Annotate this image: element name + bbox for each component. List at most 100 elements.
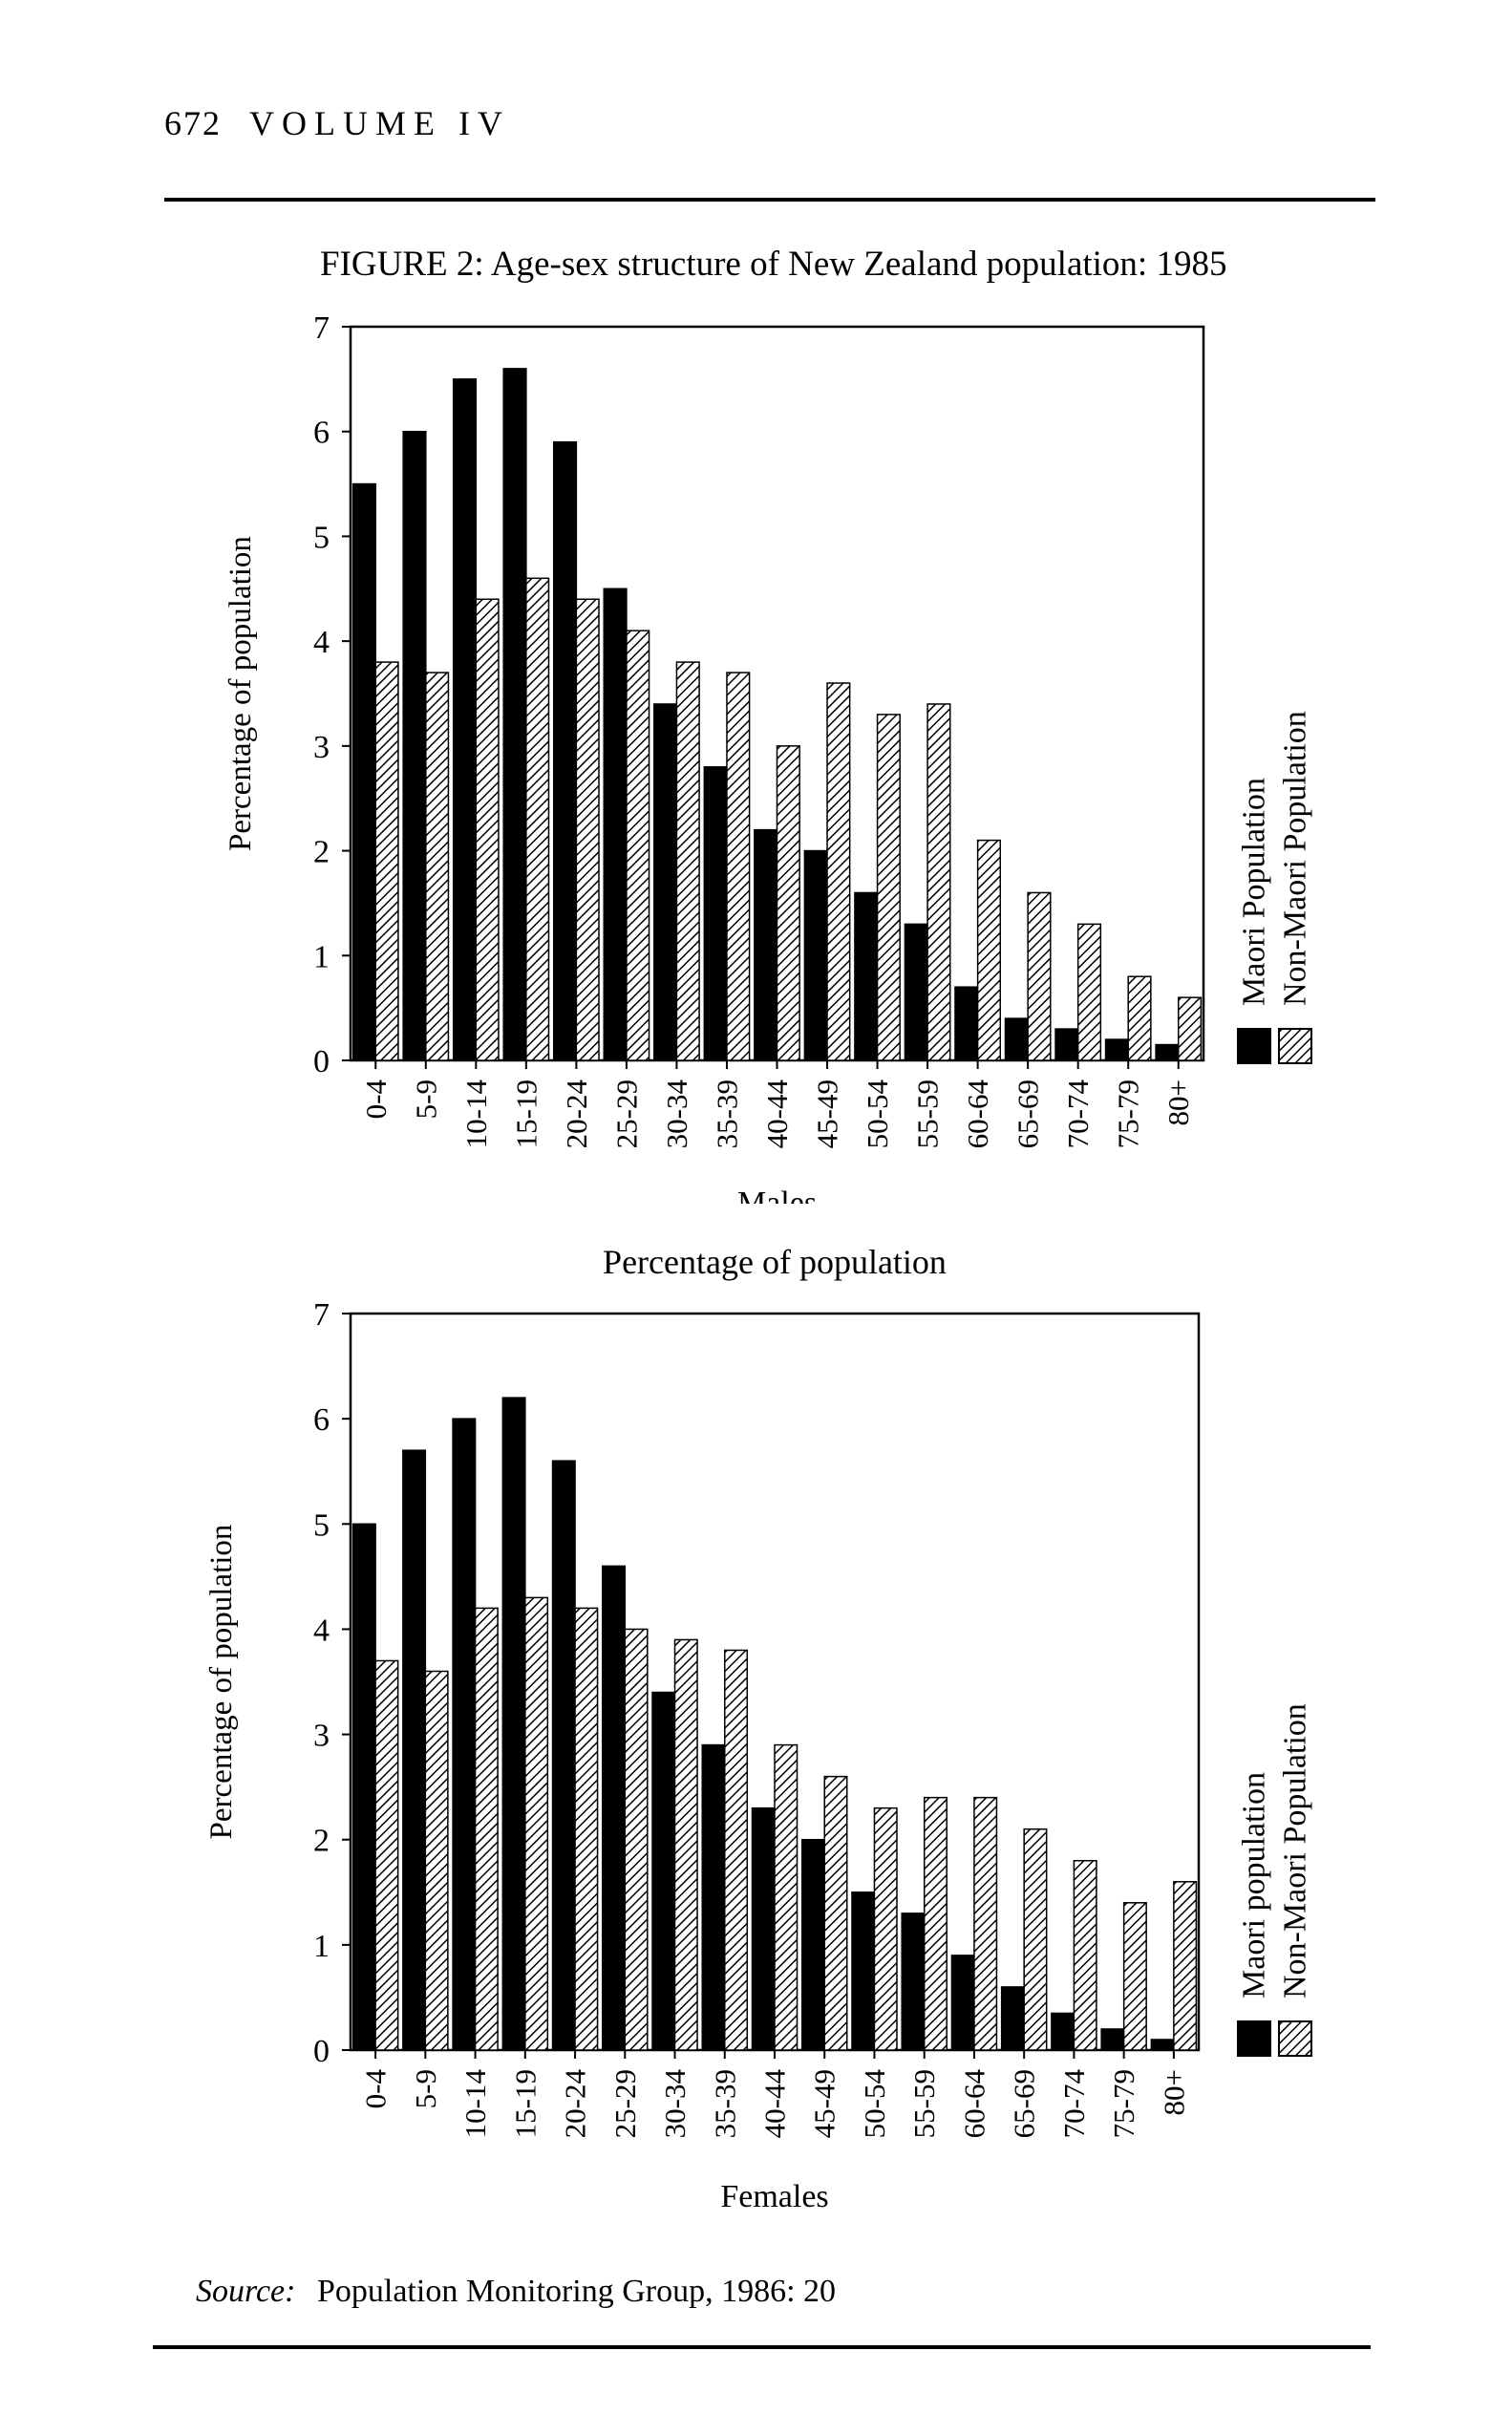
x-tick-label: 40-44 (758, 2069, 792, 2139)
chart-title: Percentage of population (603, 1243, 947, 1281)
running-header: 672 VOLUME IV (164, 103, 510, 143)
maori-bar (502, 368, 527, 1061)
non-maori-bar (675, 661, 700, 1061)
y-tick-label: 2 (313, 835, 330, 870)
maori-bar (701, 1743, 726, 2051)
maori-bar (1155, 1043, 1180, 1061)
maori-bar (452, 1418, 477, 2051)
y-tick-label: 7 (313, 310, 330, 346)
x-tick-label: 80+ (1161, 1079, 1195, 1125)
non-maori-bar (1173, 1881, 1198, 2051)
males-chart: 0 1 2 3 4 5 6 7 Percentage of population 0-4 5-9 10… (224, 310, 1313, 1204)
maori-bar (653, 703, 678, 1061)
y-tick-label: 4 (313, 625, 330, 660)
y-tick-label: 6 (313, 416, 330, 451)
non-maori-bar (374, 661, 399, 1061)
maori-bar (351, 1523, 376, 2051)
maori-bar (551, 1460, 576, 2051)
maori-bar (1004, 1017, 1029, 1061)
footer-rule (153, 2345, 1371, 2349)
non-maori-bar (1076, 923, 1102, 1061)
non-maori-bar (823, 1775, 848, 2051)
non-maori-bar (826, 682, 851, 1061)
y-tick-label: 7 (313, 1297, 330, 1333)
non-maori-bar (425, 672, 450, 1061)
maori-bar (854, 891, 879, 1061)
maori-bar (904, 923, 928, 1061)
non-maori-bar (525, 577, 550, 1061)
x-tick-label: 35-39 (708, 2069, 741, 2138)
non-maori-bar (923, 1796, 948, 2051)
x-tick-label: 20-24 (560, 1079, 593, 1149)
maori-bar (754, 828, 778, 1061)
x-tick-label: 35-39 (710, 1079, 743, 1148)
source-label: Source: (196, 2274, 296, 2309)
x-tick-label: 55-59 (911, 1079, 945, 1148)
y-tick-label: 1 (313, 1929, 330, 1964)
legend-label-maori: Maori population (1237, 1772, 1272, 1998)
x-tick-label: 30-34 (658, 2069, 692, 2139)
non-maori-bar (574, 1607, 599, 2051)
x-tick-label: 15-19 (509, 1079, 543, 1148)
y-tick-label: 3 (313, 730, 330, 765)
legend-label-non-maori: Non-Maori Population (1278, 711, 1313, 1006)
non-maori-bar (626, 630, 650, 1061)
y-tick-label: 0 (313, 1044, 330, 1079)
non-maori-bar (524, 1596, 549, 2051)
maori-bar (950, 1955, 975, 2051)
x-tick-label: 60-64 (957, 2069, 990, 2139)
non-maori-bar (475, 598, 500, 1061)
legend-swatch-non-maori (1278, 1028, 1312, 1064)
header-rule (164, 198, 1375, 202)
x-tick-label: 40-44 (760, 1079, 794, 1149)
maori-bar (402, 1449, 427, 2051)
legend-label-non-maori: Non-Maori Population (1278, 1703, 1313, 1998)
volume-label: VOLUME IV (249, 104, 510, 142)
x-tick-label: 0-4 (359, 1079, 393, 1120)
non-maori-bar (724, 1649, 749, 2051)
non-maori-bar (876, 714, 901, 1061)
non-maori-bar (776, 745, 800, 1061)
non-maori-bar (575, 598, 600, 1061)
non-maori-bar (673, 1638, 698, 2051)
x-tick-label: 75-79 (1112, 1079, 1145, 1148)
maori-bar (954, 986, 979, 1061)
legend-label-maori: Maori Population (1237, 778, 1272, 1006)
maori-bar (552, 440, 578, 1061)
maori-bar (1100, 2028, 1125, 2051)
page-number: 672 (164, 104, 222, 142)
maori-bar (603, 588, 628, 1061)
maori-bar (901, 1913, 926, 2051)
non-maori-bar (474, 1607, 499, 2051)
y-tick-label: 4 (313, 1613, 330, 1648)
x-tick-label: 50-54 (861, 1079, 894, 1149)
non-maori-bar (873, 1806, 898, 2051)
y-tick-label: 5 (313, 1507, 330, 1543)
females-chart: Percentage of population 0 1 2 3 4 5 6 7 Percenta… (204, 1243, 1313, 2214)
x-tick-label: 0-4 (359, 2069, 393, 2109)
maori-bar (1051, 2012, 1075, 2051)
y-tick-label: 0 (313, 2034, 330, 2069)
non-maori-bar (973, 1796, 998, 2051)
non-maori-bar (374, 1659, 399, 2051)
x-tick-label: 5-9 (409, 1079, 442, 1119)
x-tick-label: 10-14 (459, 1079, 493, 1149)
x-tick-label: 50-54 (858, 2069, 891, 2139)
maori-bar (602, 1565, 627, 2051)
y-tick-label: 2 (313, 1824, 330, 1859)
x-tick-label: 65-69 (1012, 1079, 1045, 1148)
x-tick-label: 65-69 (1008, 2069, 1041, 2138)
non-maori-bar (1122, 1902, 1147, 2051)
x-tick-label: 25-29 (608, 2069, 642, 2138)
y-tick-label: 6 (313, 1402, 330, 1438)
x-tick-label: 10-14 (458, 2069, 492, 2139)
x-tick-label: 15-19 (508, 2069, 542, 2138)
non-maori-bar (1127, 975, 1152, 1061)
non-maori-bar (976, 839, 1002, 1061)
maori-bar (1000, 1986, 1025, 2051)
maori-bar (1054, 1028, 1079, 1061)
maori-bar (351, 482, 377, 1061)
x-tick-label: 75-79 (1107, 2069, 1140, 2138)
x-tick-label: 45-49 (811, 1079, 844, 1148)
x-tick-label: 20-24 (559, 2069, 592, 2139)
